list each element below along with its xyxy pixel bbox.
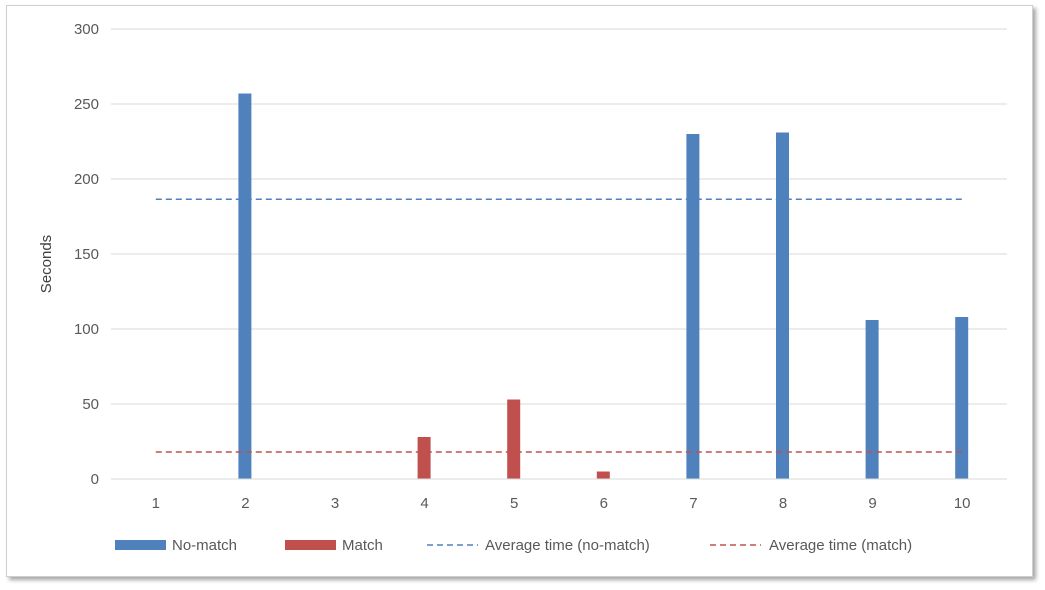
bar-match-4 [417, 437, 431, 479]
legend-label-no-match: No-match [172, 537, 237, 554]
bar-no-match-8 [776, 132, 789, 479]
x-axis-ticks: 1 2 3 4 5 6 7 8 9 10 [152, 495, 971, 512]
bar-match-6 [596, 471, 610, 479]
chart-frame: 0 50 100 150 200 250 300 1 2 3 4 5 6 7 8 9 10 Seconds N… [6, 5, 1033, 577]
y-axis-title: Seconds [38, 235, 55, 293]
legend-swatch-no-match [115, 540, 166, 550]
bar-no-match-9 [865, 320, 879, 479]
y-tick-label-200: 200 [74, 171, 99, 188]
x-tick-label-9: 9 [868, 495, 876, 512]
y-tick-label-300: 300 [74, 21, 99, 38]
x-tick-label-2: 2 [241, 495, 249, 512]
bars [238, 93, 969, 479]
y-tick-label-50: 50 [82, 396, 99, 413]
bar-chart: 0 50 100 150 200 250 300 1 2 3 4 5 6 7 8 9 10 Seconds N… [38, 21, 1007, 554]
x-tick-label-4: 4 [420, 495, 428, 512]
y-axis-ticks: 0 50 100 150 200 250 300 [74, 21, 99, 488]
x-tick-label-7: 7 [689, 495, 697, 512]
y-tick-label-150: 150 [74, 246, 99, 263]
x-tick-label-6: 6 [600, 495, 608, 512]
x-tick-label-8: 8 [779, 495, 787, 512]
x-tick-label-5: 5 [510, 495, 518, 512]
x-tick-label-3: 3 [331, 495, 339, 512]
y-tick-label-100: 100 [74, 321, 99, 338]
legend-label-average-time-match: Average time (match) [769, 537, 912, 554]
bar-match-5 [507, 399, 521, 479]
bar-no-match-7 [686, 134, 700, 479]
legend-label-match: Match [342, 537, 383, 554]
y-tick-label-0: 0 [91, 471, 99, 488]
legend-swatch-match [285, 540, 336, 550]
bar-no-match-10 [955, 317, 969, 479]
bar-no-match-2 [238, 93, 252, 479]
x-tick-label-1: 1 [152, 495, 160, 512]
y-tick-label-250: 250 [74, 96, 99, 113]
x-tick-label-10: 10 [954, 495, 971, 512]
legend: No-match Match Average time (no-match) Aver… [115, 537, 912, 554]
average-lines [155, 198, 963, 453]
gridlines [111, 28, 1007, 405]
legend-label-average-time-no-match: Average time (no-match) [485, 537, 650, 554]
